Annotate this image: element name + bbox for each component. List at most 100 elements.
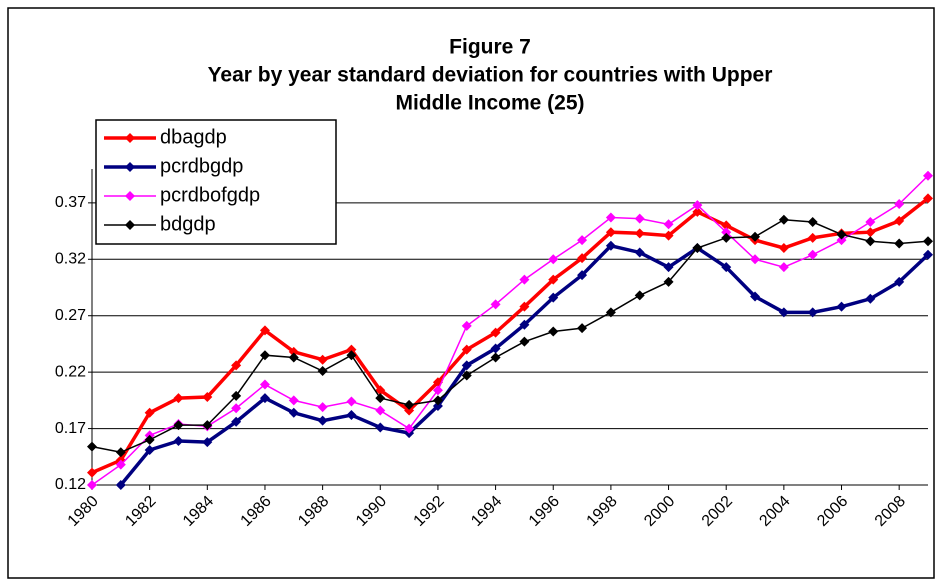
- y-tick-label: 0.22: [55, 363, 86, 380]
- data-point: [577, 270, 588, 281]
- data-point: [432, 401, 443, 411]
- data-point: [432, 385, 443, 396]
- data-point: [721, 227, 732, 238]
- data-point: [288, 352, 299, 363]
- data-point: [778, 307, 789, 318]
- data-point: [461, 360, 472, 371]
- data-point: [461, 344, 472, 355]
- data-point: [519, 319, 530, 330]
- data-point: [259, 393, 270, 404]
- data-point: [634, 247, 645, 258]
- data-point: [432, 395, 443, 406]
- data-point: [346, 396, 357, 407]
- y-tick-label: 0.12: [55, 476, 86, 493]
- chart-frame: [7, 7, 935, 579]
- data-point: [87, 441, 97, 452]
- data-point: [202, 437, 213, 448]
- data-point: [144, 445, 155, 456]
- data-point: [605, 227, 616, 238]
- data-point: [778, 214, 789, 225]
- data-point: [490, 299, 501, 310]
- data-point: [807, 249, 818, 260]
- data-point: [577, 323, 588, 334]
- data-point: [519, 274, 530, 285]
- data-point: [548, 274, 559, 285]
- data-point: [490, 343, 501, 354]
- data-point: [461, 320, 472, 331]
- legend-label: bdgdp: [160, 213, 216, 235]
- data-point: [404, 423, 415, 434]
- data-point: [692, 206, 703, 217]
- data-point: [721, 232, 732, 243]
- data-point: [894, 276, 905, 287]
- data-point: [721, 262, 732, 273]
- data-point: [923, 236, 933, 247]
- data-point: [317, 402, 328, 413]
- series-line: [91, 196, 930, 475]
- legend-box: [95, 119, 337, 245]
- data-point: [923, 249, 933, 260]
- data-point: [923, 170, 933, 181]
- data-point: [231, 416, 242, 427]
- data-point: [605, 307, 616, 318]
- data-point: [894, 238, 905, 249]
- data-point: [634, 290, 645, 301]
- chart-title: Figure 7: [449, 36, 531, 59]
- data-point: [231, 360, 242, 371]
- data-point: [692, 200, 703, 211]
- data-point: [836, 235, 847, 246]
- data-point: [375, 385, 386, 396]
- data-point: [288, 346, 299, 357]
- data-point: [375, 393, 386, 404]
- data-point: [173, 435, 184, 446]
- data-point: [750, 291, 761, 302]
- data-point: [865, 293, 876, 304]
- y-tick-label: 0.17: [55, 420, 86, 437]
- chart-title: Year by year standard deviation for coun…: [208, 64, 773, 87]
- data-point: [404, 399, 415, 410]
- data-point: [404, 405, 415, 416]
- data-point: [144, 434, 155, 445]
- data-point: [836, 229, 847, 240]
- data-point: [461, 370, 472, 381]
- legend-marker: [125, 162, 135, 172]
- data-point: [778, 262, 789, 273]
- data-point: [577, 235, 588, 246]
- data-point: [173, 393, 184, 404]
- data-point: [778, 243, 789, 253]
- data-point: [375, 405, 386, 416]
- data-point: [346, 410, 357, 421]
- series-line: [91, 175, 929, 486]
- legend-label: pcrdbgdp: [160, 155, 243, 177]
- data-point: [231, 403, 242, 414]
- data-point: [634, 213, 645, 224]
- legend-label: dbagdp: [160, 126, 227, 148]
- data-point: [721, 220, 732, 231]
- data-point: [317, 366, 328, 377]
- data-point: [750, 254, 761, 265]
- data-point: [663, 219, 674, 230]
- data-point: [259, 325, 270, 336]
- data-point: [87, 480, 97, 490]
- data-point: [259, 379, 270, 390]
- data-point: [202, 420, 213, 431]
- legend-label: pcrdbofgdp: [160, 184, 260, 206]
- data-point: [317, 354, 328, 365]
- data-point: [894, 215, 905, 226]
- data-point: [865, 217, 876, 228]
- data-point: [634, 228, 645, 239]
- data-point: [87, 467, 97, 478]
- data-point: [490, 327, 501, 338]
- data-point: [202, 391, 213, 402]
- chart-title: Middle Income (25): [395, 92, 584, 115]
- data-point: [605, 212, 616, 223]
- data-point: [807, 232, 818, 243]
- data-point: [548, 292, 559, 303]
- data-point: [375, 422, 386, 433]
- legend-marker: [125, 191, 135, 201]
- y-tick-label: 0.37: [55, 194, 86, 211]
- data-point: [663, 230, 674, 241]
- data-point: [346, 344, 357, 355]
- data-point: [317, 415, 328, 426]
